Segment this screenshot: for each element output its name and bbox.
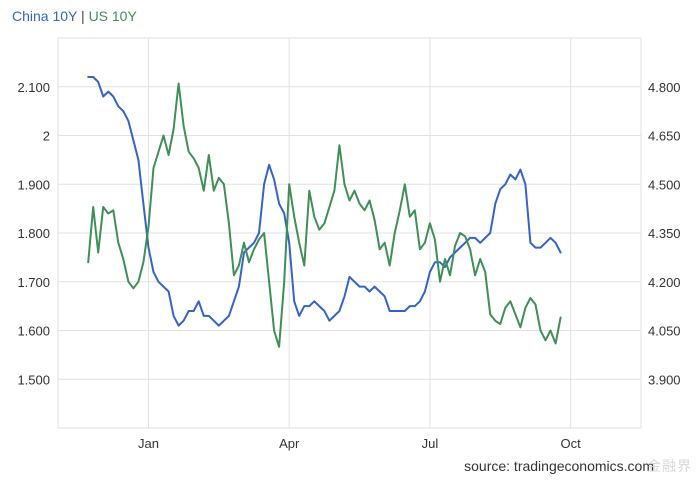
legend-china-10y[interactable]: China 10Y bbox=[12, 8, 78, 24]
legend-separator: | bbox=[81, 8, 85, 24]
series-line-china-10y[interactable] bbox=[87, 76, 562, 327]
left-axis-tick-label: 1.600 bbox=[17, 324, 50, 339]
x-axis-ticks: Jan Apr Jul Oct bbox=[138, 436, 581, 451]
right-axis-tick-label: 4.650 bbox=[648, 129, 681, 144]
right-axis-tick-label: 4.050 bbox=[648, 324, 681, 339]
source-note[interactable]: source: tradingeconomics.com bbox=[464, 458, 654, 474]
right-axis-tick-label: 4.800 bbox=[648, 80, 681, 95]
x-axis-tick-label: Oct bbox=[561, 436, 582, 451]
left-axis-tick-label: 2 bbox=[43, 129, 50, 144]
left-axis-ticks: 2.100 2 1.900 1.800 1.700 1.600 1.500 bbox=[17, 80, 50, 388]
left-axis-tick-label: 1.800 bbox=[17, 226, 50, 241]
x-axis-tick-label: Jan bbox=[138, 436, 159, 451]
legend-us-10y[interactable]: US 10Y bbox=[88, 8, 137, 24]
right-axis-tick-label: 4.200 bbox=[648, 275, 681, 290]
chart-legend: China 10Y | US 10Y bbox=[12, 8, 137, 24]
series-lines bbox=[87, 76, 562, 348]
left-axis-tick-label: 1.900 bbox=[17, 177, 50, 192]
x-axis-tick-label: Jul bbox=[422, 436, 439, 451]
right-axis-ticks: 4.800 4.650 4.500 4.350 4.200 4.050 3.900 bbox=[648, 80, 681, 388]
right-axis-tick-label: 4.350 bbox=[648, 226, 681, 241]
left-axis-tick-label: 1.700 bbox=[17, 275, 50, 290]
left-axis-tick-label: 2.100 bbox=[17, 80, 50, 95]
grid-lines bbox=[57, 37, 642, 429]
watermark-text: 金融界 bbox=[647, 458, 692, 474]
x-axis-tick-label: Apr bbox=[279, 436, 300, 451]
series-line-us-10y[interactable] bbox=[87, 82, 562, 348]
left-axis-tick-label: 1.500 bbox=[17, 372, 50, 387]
right-axis-tick-label: 4.500 bbox=[648, 177, 681, 192]
right-axis-tick-label: 3.900 bbox=[648, 372, 681, 387]
